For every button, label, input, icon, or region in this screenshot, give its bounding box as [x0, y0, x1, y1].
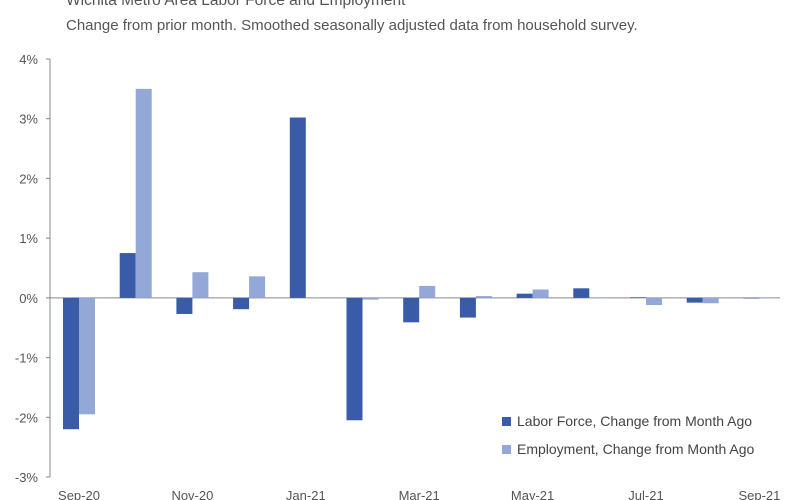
y-tick-label: 4% [19, 52, 38, 67]
x-tick-label: Mar-21 [399, 488, 440, 500]
bar [646, 297, 662, 306]
x-tick-label: Sep-21 [738, 488, 780, 500]
y-tick-label: -1% [15, 351, 39, 366]
bar [249, 276, 266, 298]
bar [702, 297, 719, 304]
axes: -3% -2% -1% 0% 1% 2% 3% 4% Sep-20 Nov-20 Jan-21 Mar… [15, 52, 780, 500]
y-tick-label: -2% [15, 410, 39, 425]
x-tick-label: May-21 [511, 488, 554, 500]
legend-label: Employment, Change from Month Ago [517, 441, 755, 457]
x-tick-label: Jul-21 [628, 488, 663, 500]
bar [759, 297, 776, 299]
bars [63, 88, 776, 430]
chart-title: Wichita Metro Area Labor Force and Emplo… [66, 0, 406, 9]
bar [630, 297, 646, 298]
bar [289, 117, 306, 298]
bar [475, 296, 492, 298]
bar [305, 297, 322, 299]
bar [135, 88, 152, 298]
y-tick-label: 2% [19, 171, 38, 186]
bar [403, 297, 420, 323]
y-tick-label: 0% [19, 291, 38, 306]
chart-subtitle: Change from prior month. Smoothed season… [66, 17, 638, 34]
bar [176, 297, 193, 314]
bar [516, 293, 533, 298]
legend-label: Labor Force, Change from Month Ago [517, 413, 752, 429]
bar [743, 297, 760, 299]
bar [79, 297, 95, 415]
bar [573, 288, 590, 298]
y-tick-label: -3% [15, 470, 39, 485]
x-tick-label: Jan-21 [286, 488, 326, 500]
bar [686, 297, 703, 303]
y-tick-label: 3% [19, 112, 38, 127]
x-tick-label: Sep-20 [58, 488, 100, 500]
bar [459, 297, 476, 318]
legend-swatch [502, 417, 511, 426]
bar [119, 253, 136, 298]
bar [192, 272, 209, 298]
legend: Labor Force, Change from Month Ago Employ… [502, 413, 755, 457]
bar [419, 285, 436, 298]
legend-swatch [502, 445, 511, 454]
y-tick-label: 1% [19, 231, 38, 246]
bar [532, 289, 549, 298]
bar [589, 297, 606, 299]
bar [346, 297, 363, 421]
x-tick-label: Nov-20 [171, 488, 213, 500]
bar [63, 297, 79, 430]
bar [362, 297, 379, 300]
bar [233, 297, 250, 310]
